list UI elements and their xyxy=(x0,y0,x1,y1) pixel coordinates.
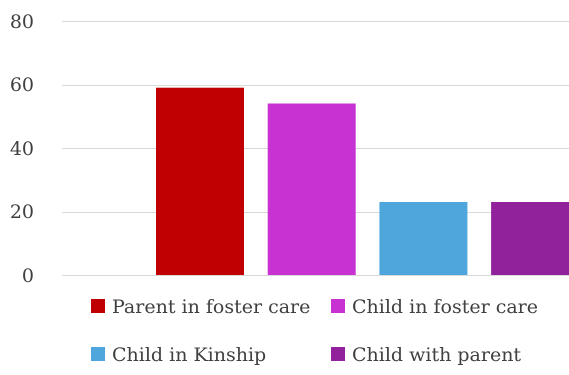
legend-swatch-parent-in-foster-care xyxy=(91,299,105,313)
y-tick-label-0: 0 xyxy=(22,265,34,287)
legend-swatch-child-in-kinship xyxy=(91,347,105,361)
y-tick-label-40: 40 xyxy=(10,138,34,160)
legend-label-child-in-foster-care: Child in foster care xyxy=(352,296,538,318)
legend-swatch-child-in-foster-care xyxy=(331,299,345,313)
bar-child-with-parent xyxy=(491,202,569,275)
y-tick-label-80: 80 xyxy=(10,11,34,33)
y-tick-label-60: 60 xyxy=(10,74,34,96)
legend-label-child-with-parent: Child with parent xyxy=(352,344,521,366)
legend: Parent in foster care Child in foster ca… xyxy=(91,296,538,366)
y-axis-tick-labels: 0 20 40 60 80 xyxy=(10,11,34,287)
legend-label-parent-in-foster-care: Parent in foster care xyxy=(112,296,310,318)
bars xyxy=(156,87,569,275)
legend-label-child-in-kinship: Child in Kinship xyxy=(112,344,266,366)
bar-child-in-foster-care xyxy=(267,103,356,275)
legend-swatch-child-with-parent xyxy=(331,347,345,361)
y-tick-label-20: 20 xyxy=(10,201,34,223)
bar-parent-in-foster-care xyxy=(156,87,244,275)
bar-child-in-kinship xyxy=(379,202,468,275)
